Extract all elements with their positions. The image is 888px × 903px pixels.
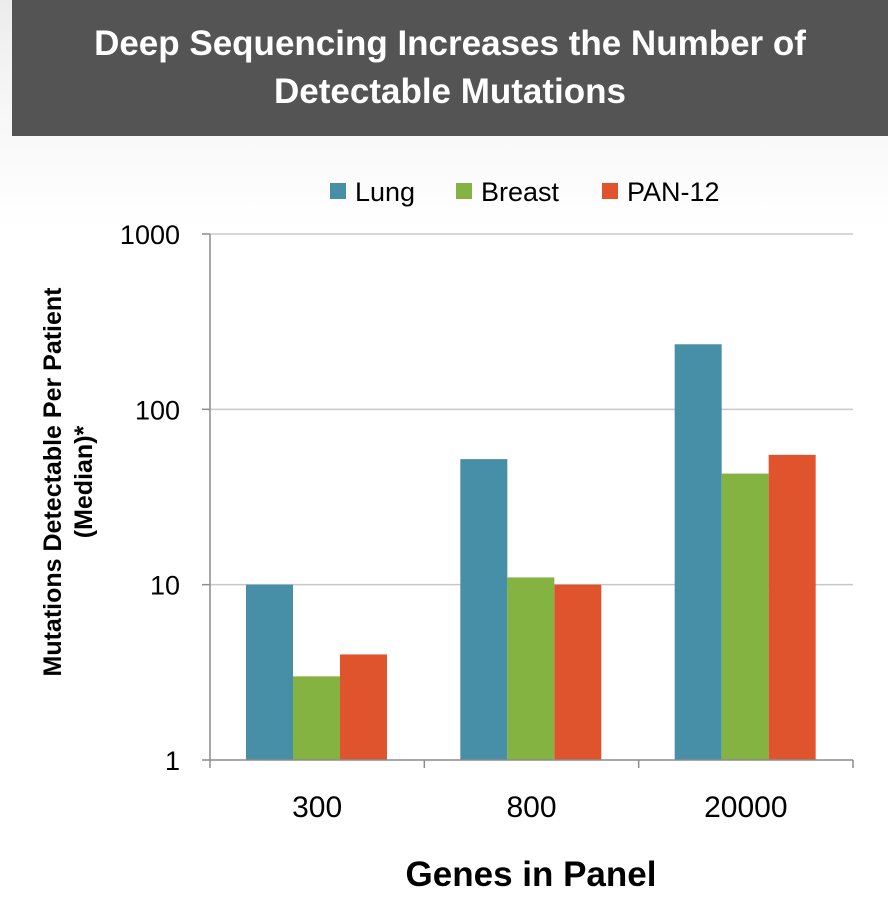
legend-swatch-breast bbox=[456, 183, 472, 199]
x-axis-title: Genes in Panel bbox=[406, 855, 657, 894]
bar-breast-300 bbox=[293, 676, 340, 760]
bar-lung-300 bbox=[246, 584, 293, 760]
bar-breast-20000 bbox=[721, 473, 769, 760]
y-tick-label-100: 100 bbox=[135, 395, 180, 425]
bar-pan-12-20000 bbox=[768, 454, 816, 760]
x-tick-label-300: 300 bbox=[292, 791, 342, 824]
legend-label-lung: Lung bbox=[355, 177, 415, 207]
legend-label-breast: Breast bbox=[481, 177, 560, 207]
x-tick-label-800: 800 bbox=[506, 791, 556, 824]
bar-breast-800 bbox=[507, 577, 555, 760]
x-tick-label-20000: 20000 bbox=[704, 791, 787, 824]
title-banner: Deep Sequencing Increases the Number of … bbox=[12, 0, 888, 136]
y-axis-title-line1: Mutations Detectable Per Patient bbox=[39, 287, 67, 677]
y-tick-label-10: 10 bbox=[150, 571, 180, 601]
axes: 1 10 100 1000 300 800 20000 bbox=[120, 220, 854, 824]
legend-swatch-lung bbox=[330, 183, 346, 199]
y-tick-label-1: 1 bbox=[165, 746, 180, 776]
legend-label-pan-12: PAN-12 bbox=[627, 177, 720, 207]
bar-lung-800 bbox=[460, 459, 508, 760]
y-axis-title-line2: (Median)* bbox=[70, 425, 98, 538]
bar-pan-12-300 bbox=[340, 654, 387, 760]
bars bbox=[246, 344, 816, 760]
legend: Lung Breast PAN-12 bbox=[330, 177, 720, 207]
legend-swatch-pan-12 bbox=[602, 183, 618, 199]
bar-pan-12-800 bbox=[554, 584, 602, 760]
chart-title: Deep Sequencing Increases the Number of … bbox=[94, 24, 806, 111]
y-tick-label-1000: 1000 bbox=[120, 220, 180, 250]
bar-lung-20000 bbox=[674, 344, 722, 760]
